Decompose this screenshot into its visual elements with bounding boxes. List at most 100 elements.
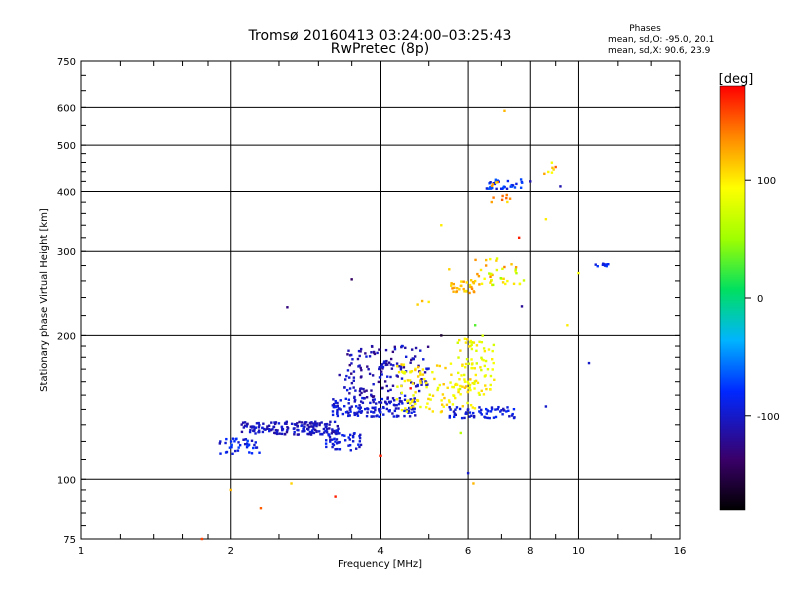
data-point <box>499 187 503 190</box>
data-point <box>478 406 481 409</box>
data-point <box>465 411 468 414</box>
data-point <box>464 385 468 388</box>
data-point <box>454 413 458 417</box>
data-point <box>315 429 318 433</box>
data-point <box>335 429 338 432</box>
colorbar-tick-label: 0 <box>757 294 763 305</box>
data-point <box>313 423 317 426</box>
data-point <box>419 349 422 352</box>
data-point <box>507 409 510 412</box>
data-point <box>389 363 393 366</box>
data-point <box>431 394 435 397</box>
data-point <box>408 406 411 410</box>
data-point <box>269 428 273 432</box>
data-point <box>460 284 463 288</box>
data-point <box>306 424 309 427</box>
data-point <box>273 422 277 426</box>
data-point <box>413 410 416 413</box>
data-point <box>474 379 478 383</box>
data-point <box>380 397 384 401</box>
data-point <box>361 401 365 404</box>
data-point <box>520 305 524 308</box>
data-point <box>348 392 351 395</box>
data-point <box>252 425 256 429</box>
data-point <box>506 406 509 409</box>
data-point <box>351 358 354 361</box>
data-point <box>356 414 360 417</box>
data-point <box>406 401 410 404</box>
data-point <box>413 397 416 400</box>
data-point <box>425 367 428 370</box>
data-point <box>315 424 318 428</box>
data-point <box>365 355 368 358</box>
data-point <box>479 268 483 272</box>
data-point <box>367 368 370 371</box>
data-point <box>458 338 461 342</box>
data-point <box>240 423 243 426</box>
data-point <box>473 324 477 327</box>
data-point <box>484 264 488 267</box>
data-point <box>515 182 518 186</box>
data-point <box>265 427 269 431</box>
data-point <box>406 379 410 382</box>
data-point <box>489 186 492 189</box>
data-point <box>472 411 475 415</box>
data-point <box>274 428 278 432</box>
data-point <box>381 386 384 390</box>
data-point <box>364 352 367 355</box>
data-point <box>359 411 363 414</box>
data-point <box>349 407 352 410</box>
data-point <box>473 367 476 370</box>
data-point <box>385 402 388 406</box>
data-point <box>462 280 465 283</box>
data-point <box>413 355 417 358</box>
data-point <box>345 388 349 392</box>
data-point <box>409 406 413 409</box>
data-point <box>270 421 273 424</box>
data-point <box>358 440 362 443</box>
data-point <box>263 427 266 431</box>
data-point <box>371 398 375 402</box>
data-point <box>325 422 328 426</box>
data-point <box>380 370 383 373</box>
data-point <box>336 424 339 428</box>
data-point <box>365 396 369 399</box>
data-point <box>440 334 443 337</box>
data-point <box>484 407 488 411</box>
data-point <box>468 415 471 418</box>
colorbar-ticks: 100 0 -100 <box>745 176 780 423</box>
data-point <box>419 371 422 374</box>
data-point <box>482 347 486 350</box>
data-point <box>285 420 289 423</box>
data-point <box>514 268 517 271</box>
data-point <box>397 365 400 368</box>
data-point <box>358 389 362 393</box>
data-point <box>496 180 499 184</box>
data-point <box>320 421 323 424</box>
data-point <box>332 398 335 401</box>
data-point <box>492 361 495 365</box>
data-point <box>547 170 550 174</box>
data-point <box>452 415 456 419</box>
data-point <box>513 186 517 189</box>
data-point <box>399 365 402 368</box>
data-point <box>395 374 398 377</box>
data-point <box>243 442 247 446</box>
data-point <box>378 348 381 351</box>
data-point <box>475 344 479 347</box>
y-tick-labels: 75 100 200 300 400 500 600 750 <box>57 57 76 546</box>
data-point <box>336 429 340 433</box>
y-tick-label: 200 <box>57 331 76 342</box>
data-point <box>501 194 504 198</box>
data-point <box>414 402 417 406</box>
data-point <box>423 377 426 381</box>
data-point <box>331 438 334 441</box>
data-point <box>390 367 394 370</box>
data-point <box>309 422 312 425</box>
data-point <box>512 407 516 411</box>
data-point <box>359 433 362 437</box>
data-point <box>473 382 476 385</box>
data-point <box>375 402 378 405</box>
data-point <box>492 196 495 199</box>
x-tick-label: 10 <box>572 546 585 557</box>
